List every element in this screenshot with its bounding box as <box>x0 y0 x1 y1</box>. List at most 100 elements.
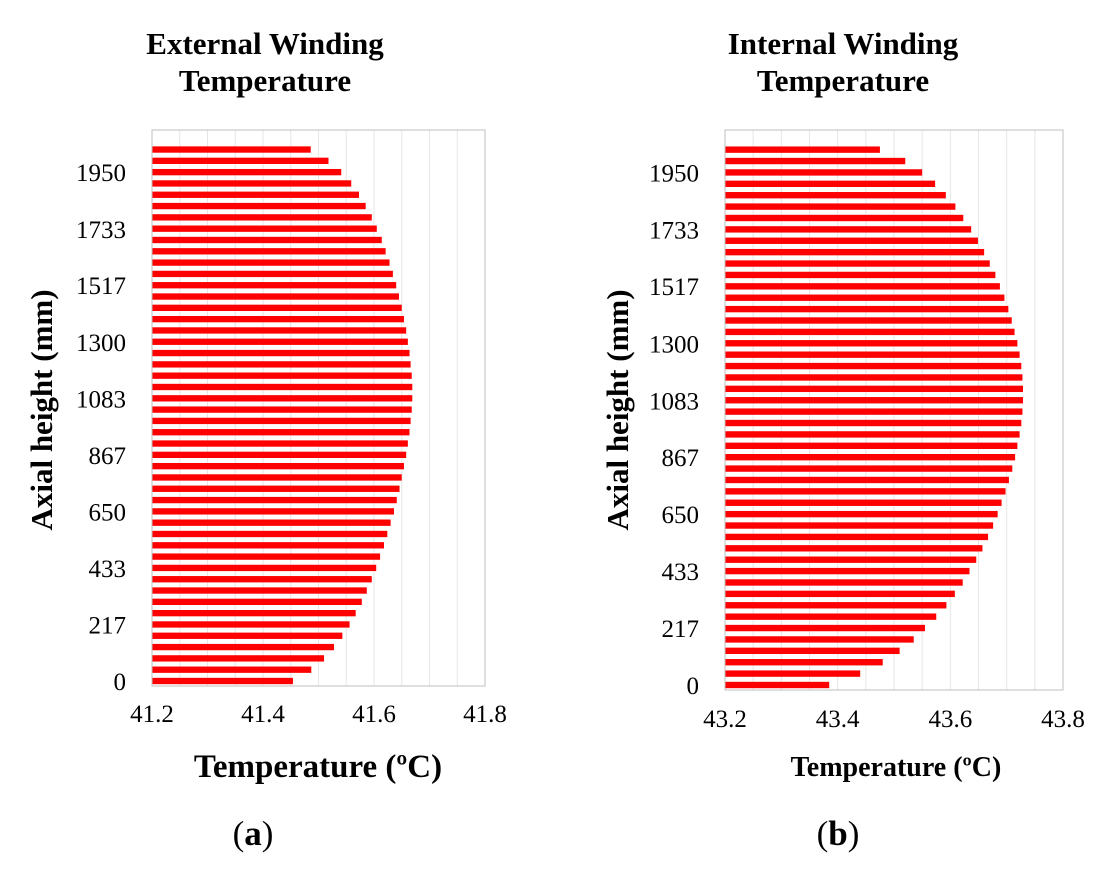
chart-a-bars <box>152 146 413 685</box>
chart-a-bar <box>152 270 393 278</box>
chart-b-bar <box>725 248 985 256</box>
chart-b-bar <box>725 237 978 244</box>
chart-a-title-line1: External Winding <box>146 26 384 61</box>
chart-a-y-tick-label: 1517 <box>76 273 126 300</box>
chart-a-bar <box>152 542 384 549</box>
chart-a-bar <box>152 553 381 560</box>
chart-b-bar <box>725 180 936 188</box>
chart-a-x-tick-label: 41.6 <box>352 701 396 728</box>
chart-a-bar <box>152 462 404 470</box>
chart-b-plot-frame <box>724 129 1064 691</box>
chart-a-bar <box>152 214 372 221</box>
chart-b-bar <box>725 659 883 666</box>
panel-a-label: (a) <box>233 814 274 853</box>
chart-a-x-tick-label: 41.8 <box>463 701 507 728</box>
chart-a-y-tick-label: 1950 <box>76 160 126 187</box>
chart-a-x-tick-label: 41.4 <box>241 701 285 728</box>
chart-b-bar <box>725 408 1023 415</box>
chart-b-bar <box>725 283 1000 290</box>
chart-b-bar <box>725 681 830 689</box>
chart-b-title-line1: Internal Winding <box>728 26 959 61</box>
panel-b-label-open: ( <box>817 814 829 853</box>
chart-b-bar <box>725 146 880 153</box>
chart-b-bar <box>725 602 947 609</box>
chart-b-bar <box>725 340 1018 347</box>
chart-b-y-tick-label: 867 <box>662 445 700 472</box>
chart-b-bar <box>725 488 1006 495</box>
chart-b-y-tick-label: 1733 <box>649 217 699 244</box>
chart-b-bar <box>725 214 964 222</box>
chart-b-title-line2: Temperature <box>757 63 929 98</box>
chart-b-bar <box>725 499 1002 506</box>
chart-b-x-tick-label: 43.8 <box>1041 706 1085 733</box>
chart-b-bar <box>725 431 1020 438</box>
chart-a-plot-frame <box>151 129 486 687</box>
chart-a-bar <box>152 440 408 447</box>
chart-a-bar <box>152 315 404 323</box>
chart-b-bar <box>725 636 914 643</box>
chart-a-x-ticks: 41.2 41.4 41.6 41.8 <box>130 701 507 728</box>
chart-b-bar <box>725 305 1009 313</box>
panel-b-label-letter: b <box>828 814 847 853</box>
chart-b-bar <box>725 510 998 518</box>
chart-b-bar <box>725 157 906 165</box>
chart-a-bar <box>152 474 402 481</box>
chart-b-x-ticks: 43.2 43.4 43.6 43.8 <box>703 706 1085 733</box>
chart-b-y-tick-label: 1083 <box>649 388 699 415</box>
chart-b-bar <box>725 624 925 632</box>
chart-b-y-tick-label: 0 <box>687 673 700 700</box>
chart-a-bar <box>152 202 366 210</box>
chart-a-y-ticks: 0 217 433 650 867 1083 1300 1517 1733 1950 <box>76 160 126 696</box>
chart-b-bar <box>725 192 946 199</box>
chart-b-bar <box>725 351 1020 358</box>
chart-a-bar <box>152 451 407 459</box>
chart-a-bar <box>152 361 411 368</box>
chart-a-bar <box>152 655 325 662</box>
chart-a-bar <box>152 225 377 232</box>
chart-b-bar <box>725 385 1024 393</box>
chart-b-x-tick-label: 43.6 <box>928 706 972 733</box>
chart-b-bar <box>725 260 990 267</box>
chart-b-bar <box>725 294 1005 301</box>
chart-a-y-axis-label: Axial height (mm) <box>24 289 59 530</box>
chart-a-y-tick-label: 1300 <box>76 330 126 357</box>
chart-b-bar <box>725 362 1022 370</box>
chart-a-bar <box>152 146 311 153</box>
chart-a-bar <box>152 564 377 572</box>
chart-a-bar <box>152 530 388 538</box>
panel-a-label-close: ) <box>262 814 274 853</box>
chart-b-bar <box>725 567 970 575</box>
chart-b-bar <box>725 328 1015 336</box>
chart-a-y-tick-label: 433 <box>89 556 127 583</box>
chart-a-bar <box>152 643 335 651</box>
chart-a-bar <box>152 191 360 198</box>
chart-b-y-tick-label: 1517 <box>649 274 699 301</box>
chart-b-y-tick-label: 650 <box>662 502 700 529</box>
panel-b-label: (b) <box>817 814 860 853</box>
chart-b-bar <box>725 590 955 598</box>
chart-a-bar <box>152 259 390 266</box>
chart-b-bar <box>725 545 983 552</box>
chart-b-bar <box>725 533 989 541</box>
chart-a-y-tick-label: 867 <box>89 443 127 470</box>
chart-a-bar <box>152 338 408 345</box>
chart-a-bar <box>152 236 382 244</box>
chart-b-bar <box>725 454 1016 461</box>
panel-a-label-open: ( <box>233 814 245 853</box>
chart-a-bar <box>152 406 412 413</box>
chart-a-bar <box>152 429 410 436</box>
chart-a-bar <box>152 395 413 402</box>
chart-a-bar <box>152 587 367 594</box>
chart-a-bar <box>152 372 412 379</box>
chart-a-bar <box>152 677 293 685</box>
chart-b-y-tick-label: 1300 <box>649 331 699 358</box>
chart-b-y-tick-label: 217 <box>662 616 700 643</box>
chart-b-x-tick-label: 43.2 <box>703 706 747 733</box>
chart-b-bar <box>725 465 1013 472</box>
chart-b-bar <box>725 317 1012 324</box>
chart-b-bars <box>725 146 1024 689</box>
chart-a-bar <box>152 632 343 639</box>
chart-internal-winding: Internal Winding Temperature 0 217 433 650 8… <box>600 26 1085 853</box>
chart-a-bar <box>152 248 386 255</box>
